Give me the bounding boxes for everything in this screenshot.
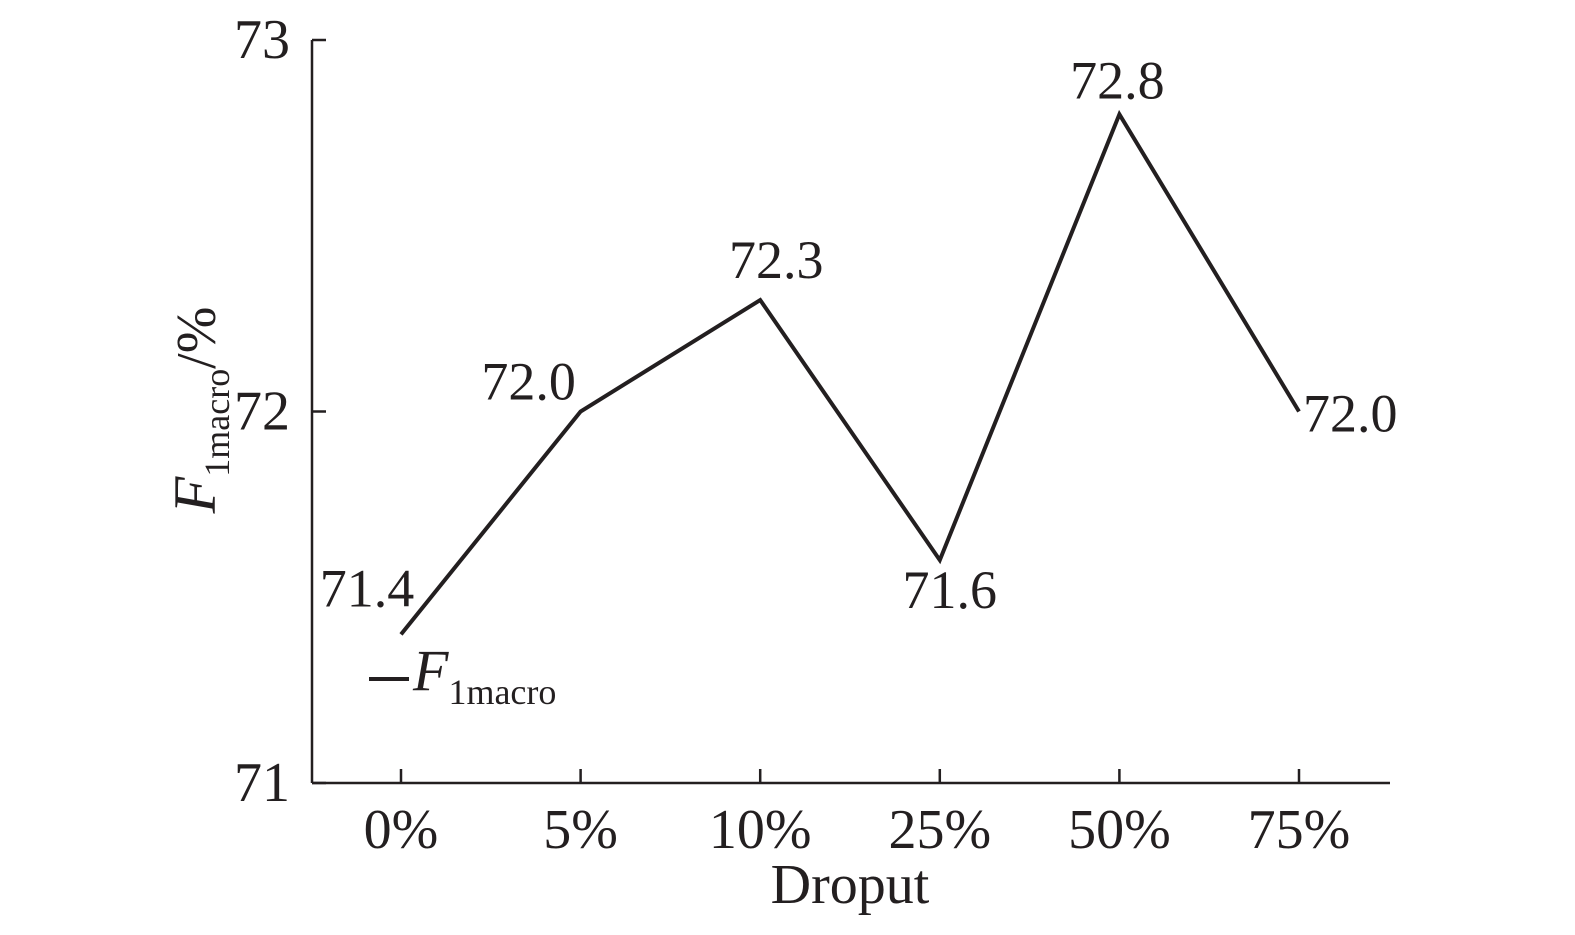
data-label: 71.4 (320, 558, 415, 618)
y-ticks: 71 72 73 (234, 9, 326, 814)
series-line (399, 109, 1301, 636)
legend-label-subscript: 1macro (448, 672, 556, 712)
data-label: 72.3 (729, 230, 824, 290)
legend: F1macro (369, 638, 556, 712)
x-tick-label: 5% (543, 799, 618, 861)
y-tick-label: 71 (234, 752, 290, 814)
legend-label: F1macro (412, 638, 556, 712)
series (399, 109, 1301, 636)
x-ticks: 0% 5% 10% 25% 50% 75% (364, 769, 1351, 861)
data-label: 72.0 (481, 352, 576, 412)
y-axis-title: F1macro/% (162, 307, 237, 515)
y-axis-title-suffix: /% (166, 307, 228, 369)
y-axis-title-main: F (162, 475, 228, 514)
x-tick-label: 25% (888, 799, 991, 861)
x-axis-title: Droput (771, 854, 930, 916)
x-tick-label: 10% (709, 799, 812, 861)
y-tick-label: 73 (234, 9, 290, 71)
data-label: 72.8 (1070, 50, 1165, 110)
y-axis-title-subscript: 1macro (197, 369, 237, 477)
data-label: 71.6 (903, 560, 998, 620)
x-tick-label: 75% (1248, 799, 1351, 861)
legend-label-main: F (412, 638, 449, 703)
data-label: 72.0 (1303, 384, 1398, 444)
y-tick-label: 72 (234, 381, 290, 443)
x-tick-label: 0% (364, 799, 439, 861)
data-labels: 71.4 72.0 72.3 71.6 72.8 72.0 (320, 50, 1398, 620)
x-tick-label: 50% (1068, 799, 1171, 861)
